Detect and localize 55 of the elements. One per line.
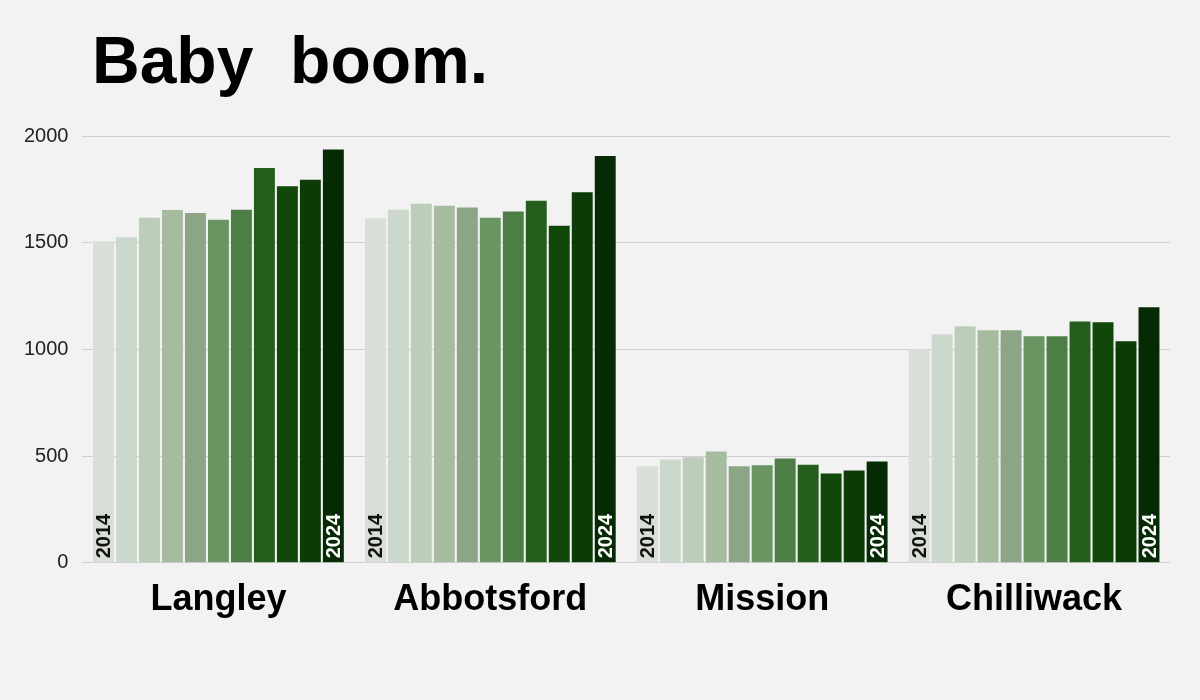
- bar: [751, 465, 773, 563]
- text: 2014: [907, 513, 930, 559]
- bar: [322, 149, 344, 563]
- bar: [456, 207, 478, 563]
- bar: [139, 217, 160, 563]
- bar: [705, 451, 727, 563]
- bar: [908, 349, 930, 563]
- bar: [1046, 336, 1068, 563]
- bar: [1069, 321, 1091, 563]
- y-tick-label: 500: [35, 443, 69, 466]
- y-tick-label: 2000: [23, 123, 69, 146]
- text: 2014: [635, 513, 658, 559]
- bar: [525, 200, 547, 563]
- text: 2024: [321, 513, 344, 559]
- bar: [954, 326, 976, 563]
- text: 2014: [92, 513, 115, 559]
- x-tick-label: Mission: [695, 577, 830, 619]
- y-tick-label: 0: [57, 550, 69, 573]
- bar: [502, 211, 524, 563]
- bar: [364, 218, 386, 563]
- text: 2024: [1137, 513, 1160, 559]
- bar: [1000, 330, 1022, 563]
- bar: [410, 203, 432, 563]
- bar: [548, 225, 570, 563]
- bar: [843, 470, 865, 563]
- bar: [820, 473, 842, 563]
- y-tick-label: 1000: [23, 336, 69, 359]
- bar: [728, 466, 750, 563]
- x-tick-label: Langley: [150, 577, 287, 619]
- x-tick-label: Abbotsford: [393, 577, 588, 619]
- bar: [230, 209, 252, 563]
- bar: [977, 330, 999, 563]
- bar: [207, 219, 229, 563]
- bar: [797, 464, 819, 563]
- series-label: 2024: [593, 512, 616, 559]
- bar: [1092, 322, 1114, 563]
- bar: [774, 458, 796, 563]
- bar: [433, 205, 455, 563]
- bar: [594, 156, 616, 563]
- bar: [299, 179, 321, 563]
- bar: [276, 186, 298, 563]
- bar: [1115, 341, 1137, 563]
- bar: [571, 192, 593, 563]
- bar: [682, 457, 704, 563]
- bar: [253, 168, 275, 563]
- chart-title: Baby boom.: [92, 22, 489, 98]
- y-tick-label: 1500: [23, 230, 69, 253]
- bar: [93, 241, 114, 563]
- text: 2024: [865, 513, 888, 559]
- x-tick-label: Chilliwack: [946, 577, 1124, 619]
- bar: [479, 217, 501, 563]
- bar: [162, 210, 183, 563]
- bar: [184, 213, 206, 563]
- bar: [1023, 336, 1045, 563]
- series-label: 2014: [363, 512, 386, 559]
